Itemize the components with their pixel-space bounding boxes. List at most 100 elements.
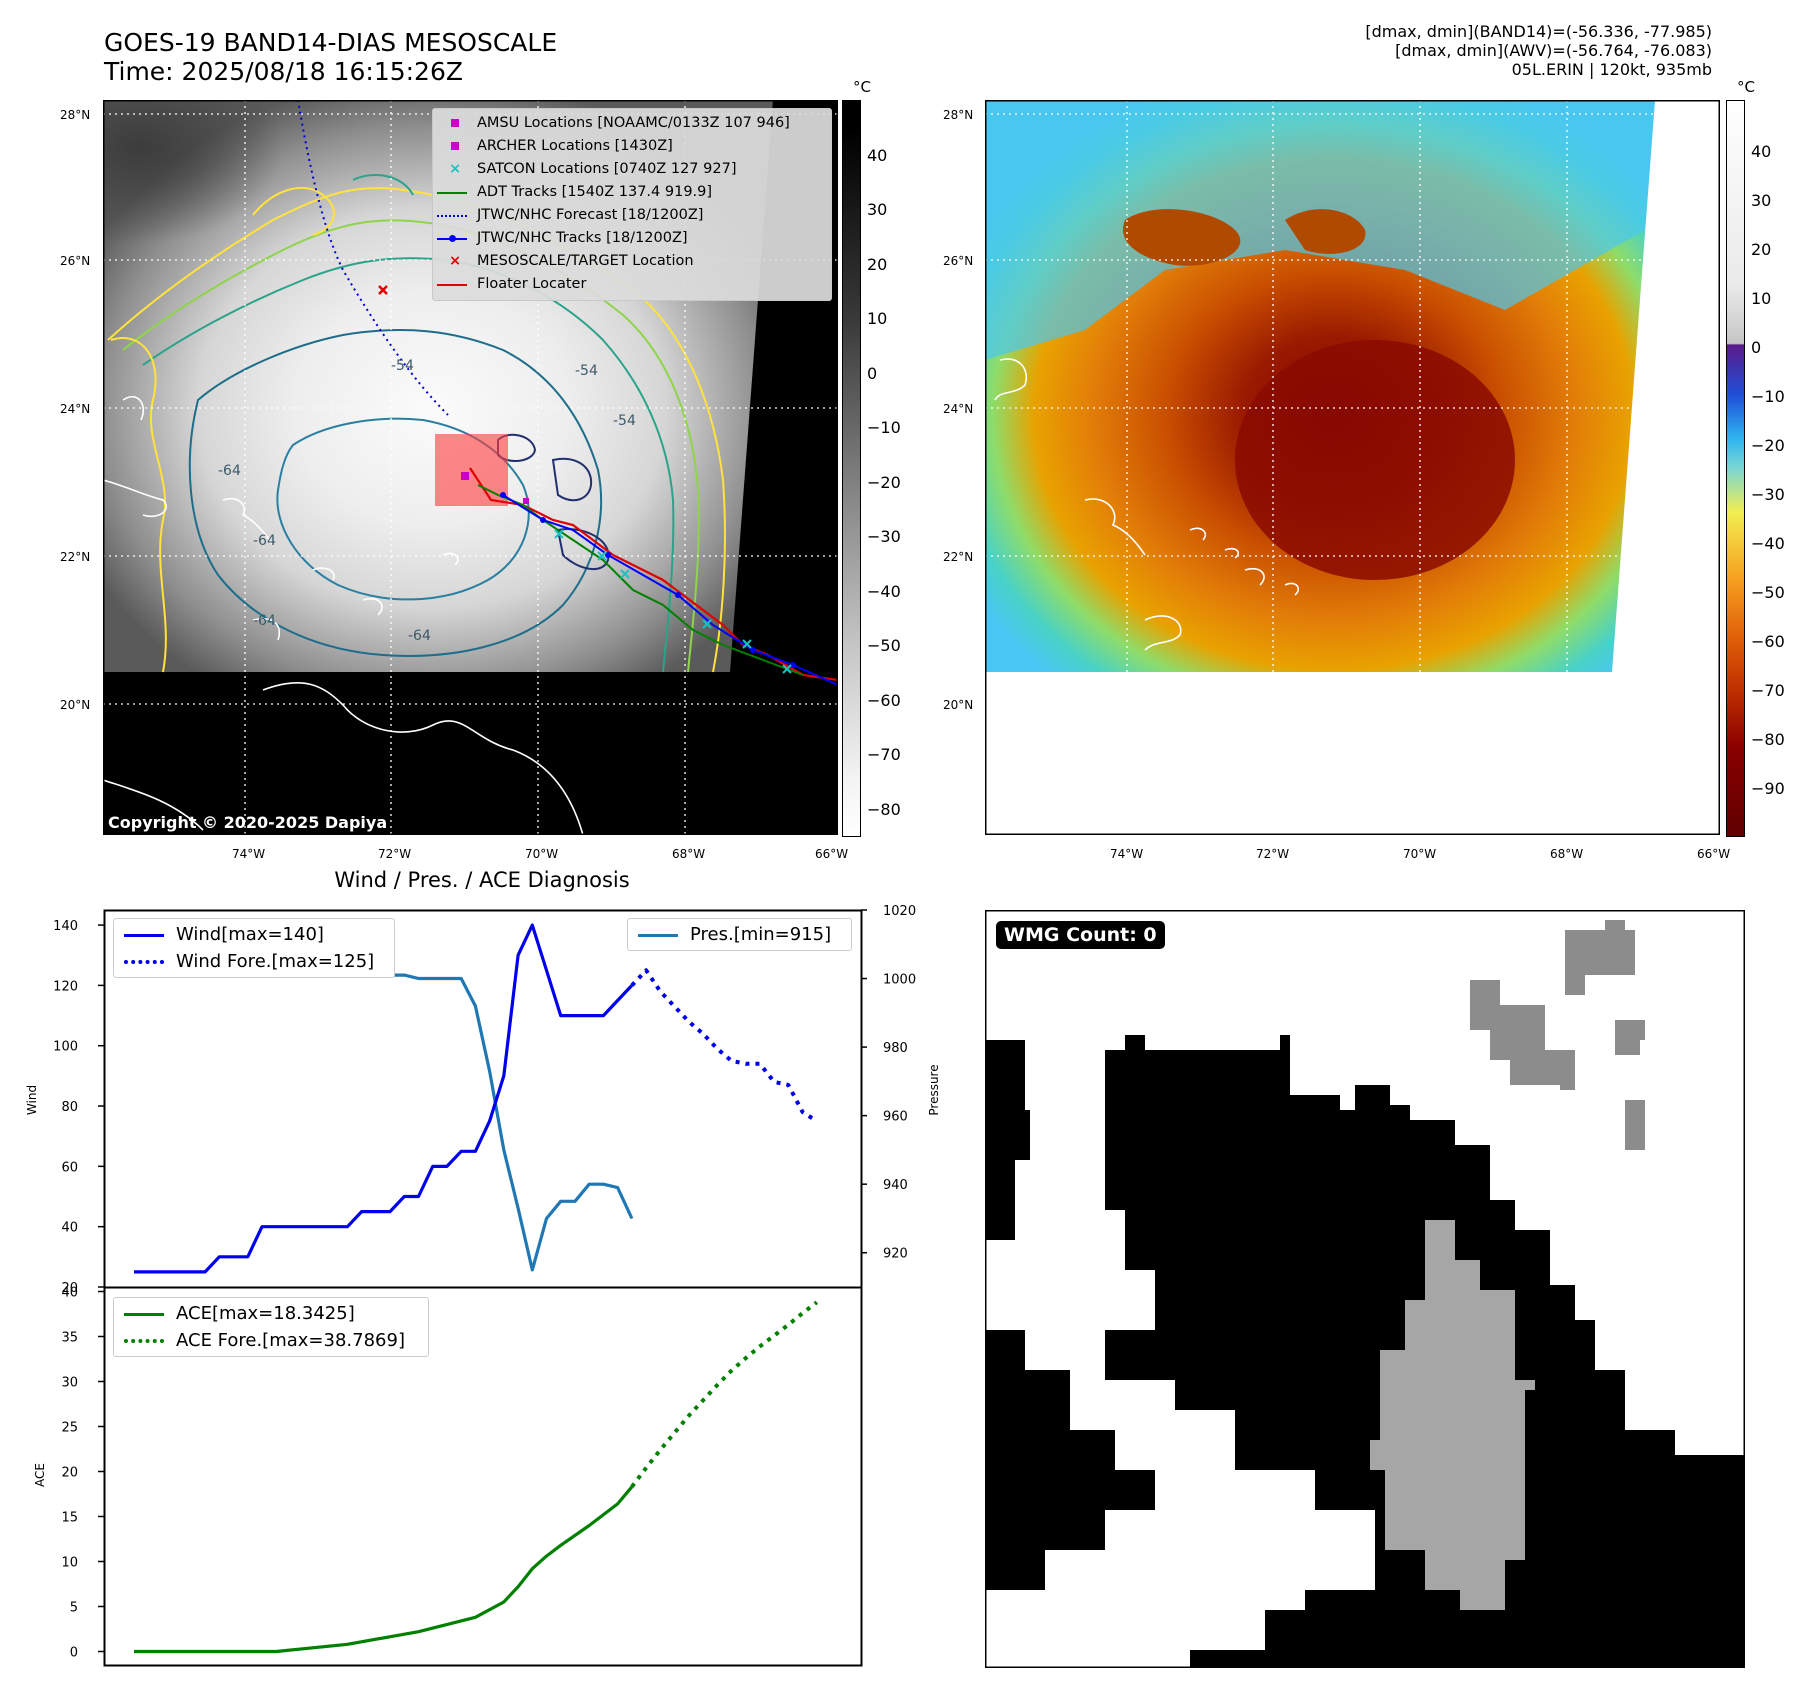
legend-label: ADT Tracks [1540Z 137.4 919.9] bbox=[477, 184, 713, 200]
cb-tick: −30 bbox=[1751, 485, 1785, 504]
wind-legend: Wind[max=140] Wind Fore.[max=125] bbox=[113, 918, 395, 978]
pressure-axis-label: Pressure bbox=[927, 1064, 940, 1115]
cb-tick: 0 bbox=[867, 364, 878, 383]
jtwc-track-points bbox=[500, 492, 796, 668]
legend-label: SATCON Locations [0740Z 127 927] bbox=[477, 161, 737, 177]
cb-tick: −70 bbox=[1751, 681, 1785, 700]
wind-axis-label: Wind bbox=[25, 1085, 39, 1115]
colorbar-right-ticks: 40 30 20 10 0 −10 −20 −30 −40 −50 −60 −7… bbox=[1751, 100, 1797, 835]
legend-item-wind: Wind[max=140] bbox=[114, 921, 394, 948]
wmg-count-badge: WMG Count: 0 bbox=[996, 921, 1165, 949]
pressure-tick-label: 940 bbox=[883, 1178, 908, 1193]
adt-track bbox=[477, 484, 804, 676]
wind-line bbox=[134, 923, 634, 1274]
cb-tick: −90 bbox=[1751, 779, 1785, 798]
cb-tick: −40 bbox=[867, 582, 901, 601]
ace-plot-frame bbox=[103, 1286, 863, 1667]
dias-core bbox=[1235, 340, 1515, 580]
legend-item-floater: Floater Locater bbox=[433, 273, 831, 296]
cb-tick: −50 bbox=[867, 636, 901, 655]
dias-coastlines bbox=[994, 358, 1300, 651]
coastlines bbox=[103, 396, 584, 835]
legend-item-ace: ACE[max=18.3425] bbox=[114, 1300, 428, 1327]
contour-label: -64 bbox=[253, 613, 276, 629]
ace-tick-label: 40 bbox=[61, 1286, 78, 1301]
info-line-3: 05L.ERIN | 120kt, 935mb bbox=[1511, 60, 1712, 79]
dias-map bbox=[985, 100, 1720, 835]
cb-tick: −40 bbox=[1751, 534, 1785, 553]
wind-tick-label: 80 bbox=[61, 1100, 78, 1115]
legend-item-pressure: Pres.[min=915] bbox=[628, 921, 851, 948]
ace-tick-label: 35 bbox=[61, 1331, 78, 1346]
pressure-tick-label: 1020 bbox=[883, 904, 916, 919]
copyright: Copyright © 2020-2025 Dapiya bbox=[108, 813, 388, 832]
ace-tick-label: 20 bbox=[61, 1466, 78, 1481]
cb-tick: −80 bbox=[1751, 730, 1785, 749]
wmg-gray-region bbox=[1565, 920, 1635, 995]
lat-label: 28°N bbox=[60, 108, 91, 122]
ace-axis-label: ACE bbox=[33, 1463, 47, 1487]
lat-label: 24°N bbox=[60, 402, 91, 416]
dias-cell bbox=[1285, 209, 1366, 254]
contour-label: -54 bbox=[575, 363, 598, 379]
lon-label: 70°W bbox=[525, 847, 559, 861]
wind-pres-axes: 20 40 60 80 100 120 140 920 940 960 980 1000 1020 bbox=[53, 904, 916, 1296]
ace-axes: 0 5 10 15 20 25 30 35 40 bbox=[61, 1286, 104, 1661]
legend-item-amsu: AMSU Locations [NOAAMC/0133Z 107 946] bbox=[433, 112, 831, 135]
cb-tick: 10 bbox=[1751, 289, 1772, 308]
lon-label: 68°W bbox=[672, 847, 706, 861]
contour-label: -54 bbox=[613, 413, 636, 429]
legend-label: JTWC/NHC Tracks [18/1200Z] bbox=[477, 230, 688, 246]
legend-label: ARCHER Locations [1430Z] bbox=[477, 138, 673, 154]
cb-tick: 10 bbox=[867, 309, 888, 328]
cb-tick: −10 bbox=[1751, 387, 1785, 406]
legend-item-wind-forecast: Wind Fore.[max=125] bbox=[114, 948, 394, 975]
colorbar-left bbox=[842, 100, 861, 837]
legend-label: AMSU Locations [NOAAMC/0133Z 107 946] bbox=[477, 115, 790, 131]
legend-label: Floater Locater bbox=[477, 276, 587, 292]
dias-cell bbox=[1123, 209, 1241, 266]
legend-label: Wind Fore.[max=125] bbox=[176, 951, 375, 972]
wmg-black-region bbox=[985, 1040, 1030, 1240]
colorbar-left-unit: °C bbox=[853, 78, 871, 96]
lat-label: 22°N bbox=[60, 550, 91, 564]
lat-label: 20°N bbox=[60, 698, 91, 712]
wind-forecast-line bbox=[630, 968, 818, 1123]
legend-item-archer: ARCHER Locations [1430Z] bbox=[433, 135, 831, 158]
ace-tick-label: 15 bbox=[61, 1511, 78, 1526]
cb-tick: 30 bbox=[1751, 191, 1772, 210]
legend-label: Pres.[min=915] bbox=[690, 924, 832, 945]
lon-label: 72°W bbox=[1256, 847, 1290, 861]
lat-label: 22°N bbox=[943, 550, 974, 564]
lat-label: 24°N bbox=[943, 402, 974, 416]
lat-label: 26°N bbox=[943, 254, 974, 268]
pressure-tick-label: 920 bbox=[883, 1247, 908, 1262]
lat-label: 26°N bbox=[60, 254, 91, 268]
ace-line bbox=[134, 1485, 634, 1654]
dias-gridlines bbox=[985, 100, 1720, 835]
cb-tick: −80 bbox=[867, 800, 901, 819]
chart-title-line2: Time: 2025/08/18 16:15:26Z bbox=[104, 57, 463, 86]
lat-label: 28°N bbox=[943, 108, 974, 122]
colorbar-right-unit: °C bbox=[1737, 78, 1755, 96]
lon-label: 66°W bbox=[815, 847, 849, 861]
pressure-tick-label: 960 bbox=[883, 1110, 908, 1125]
wind-tick-label: 40 bbox=[61, 1221, 78, 1236]
wind-tick-label: 140 bbox=[53, 919, 78, 934]
wmg-black-region bbox=[985, 1470, 1025, 1530]
ace-tick-label: 30 bbox=[61, 1376, 78, 1391]
cb-tick: −60 bbox=[1751, 632, 1785, 651]
ir-dark-region bbox=[103, 100, 463, 340]
cb-tick: −10 bbox=[867, 418, 901, 437]
map-frame bbox=[103, 100, 838, 835]
cb-tick: 40 bbox=[867, 146, 888, 165]
lon-label: 74°W bbox=[1110, 847, 1144, 861]
pressure-legend: Pres.[min=915] bbox=[627, 918, 852, 951]
pressure-line bbox=[134, 925, 634, 1272]
lon-label: 74°W bbox=[232, 847, 266, 861]
cb-tick: 0 bbox=[1751, 338, 1762, 357]
legend-label: ACE Fore.[max=38.7869] bbox=[176, 1330, 405, 1351]
wind-tick-label: 120 bbox=[53, 979, 78, 994]
pressure-tick-label: 1000 bbox=[883, 973, 916, 988]
